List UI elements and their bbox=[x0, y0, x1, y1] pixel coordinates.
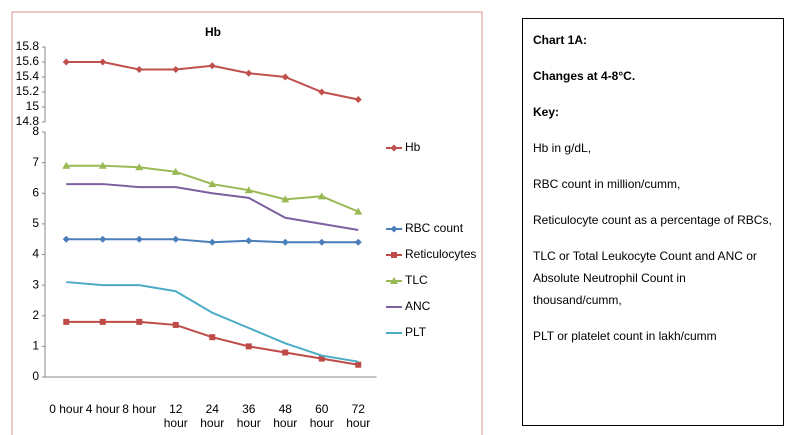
marker bbox=[317, 192, 326, 200]
y-tick-label: 15.6 bbox=[16, 54, 40, 68]
marker bbox=[135, 66, 143, 73]
marker bbox=[171, 167, 180, 175]
marker bbox=[209, 334, 216, 341]
marker bbox=[245, 343, 252, 350]
y-tick-label: 3 bbox=[32, 277, 39, 291]
y-tick-label: 1 bbox=[32, 339, 39, 353]
y-tick-label: 15 bbox=[26, 99, 40, 113]
key-box: Chart 1A: Changes at 4-8°C. Key: Hb in g/dL… bbox=[522, 18, 784, 426]
y-tick-label: 14.8 bbox=[16, 114, 40, 128]
key-line: Chart 1A: bbox=[533, 33, 588, 47]
marker bbox=[135, 235, 143, 243]
key-line: TLC or Total Leukocyte Count and ANC or … bbox=[533, 249, 757, 307]
marker bbox=[318, 88, 326, 96]
y-tick-label: 15.8 bbox=[16, 39, 40, 53]
x-tick-label: 8 hour bbox=[122, 402, 156, 416]
legend-label: Reticulocytes bbox=[405, 247, 476, 261]
marker bbox=[99, 235, 107, 243]
line bbox=[66, 281, 359, 363]
x-tick-label: 24 hour bbox=[200, 402, 224, 430]
marker bbox=[208, 180, 217, 188]
legend-label: ANC bbox=[405, 299, 431, 313]
marker bbox=[245, 237, 253, 245]
marker bbox=[390, 225, 398, 233]
marker bbox=[136, 318, 143, 325]
marker bbox=[391, 252, 397, 258]
line bbox=[66, 183, 359, 231]
x-tick-label: 0 hour bbox=[49, 402, 83, 416]
marker bbox=[172, 66, 180, 73]
y-tick-label: 2 bbox=[32, 308, 39, 322]
marker bbox=[354, 238, 362, 246]
marker bbox=[245, 69, 253, 77]
marker bbox=[282, 349, 289, 356]
y-tick-label: 6 bbox=[32, 185, 39, 199]
marker bbox=[208, 62, 216, 70]
chart-border bbox=[11, 11, 483, 435]
x-tick-label: 48 hour bbox=[273, 402, 297, 430]
key-line: Key: bbox=[533, 105, 560, 119]
marker bbox=[208, 238, 216, 246]
y-tick-label: 0 bbox=[32, 369, 39, 383]
key-line: Changes at 4-8°C. bbox=[533, 69, 636, 83]
chart-title: Hb bbox=[205, 25, 221, 39]
key-line: Hb in g/dL, bbox=[533, 141, 592, 155]
marker bbox=[281, 195, 290, 203]
marker bbox=[172, 321, 179, 328]
x-tick-label: 4 hour bbox=[86, 402, 120, 416]
marker bbox=[318, 355, 325, 362]
marker bbox=[354, 96, 362, 103]
marker bbox=[355, 361, 362, 368]
legend-label: TLC bbox=[405, 273, 428, 287]
y-tick-label: 15.2 bbox=[16, 84, 40, 98]
x-tick-label: 72 hour bbox=[346, 402, 370, 430]
marker bbox=[98, 161, 107, 169]
marker bbox=[318, 238, 326, 246]
key-line: PLT or platelet count in lakh/cumm bbox=[533, 329, 717, 343]
marker bbox=[99, 318, 106, 325]
marker bbox=[135, 163, 144, 171]
y-tick-label: 8 bbox=[32, 124, 39, 138]
marker bbox=[354, 207, 363, 215]
y-tick-label: 15.4 bbox=[16, 69, 40, 83]
y-tick-label: 4 bbox=[32, 247, 39, 261]
marker bbox=[172, 235, 180, 243]
key-line: Reticulocyte count as a percentage of RB… bbox=[533, 213, 772, 227]
legend-label: Hb bbox=[405, 140, 421, 154]
marker bbox=[390, 277, 398, 284]
y-tick-label: 5 bbox=[32, 216, 39, 230]
marker bbox=[62, 161, 71, 169]
marker bbox=[62, 58, 70, 66]
marker bbox=[281, 73, 289, 81]
legend-label: PLT bbox=[405, 325, 427, 339]
marker bbox=[63, 318, 70, 325]
y-tick-label: 7 bbox=[32, 155, 39, 169]
marker bbox=[281, 238, 289, 246]
marker bbox=[390, 144, 398, 152]
x-tick-label: 60 hour bbox=[310, 402, 334, 430]
x-tick-label: 12 hour bbox=[164, 402, 188, 430]
x-tick-label: 36 hour bbox=[237, 402, 261, 430]
key-line: RBC count in million/cumm, bbox=[533, 177, 681, 191]
marker bbox=[99, 58, 107, 66]
marker bbox=[244, 186, 253, 194]
legend-label: RBC count bbox=[405, 221, 464, 235]
marker bbox=[62, 235, 70, 243]
